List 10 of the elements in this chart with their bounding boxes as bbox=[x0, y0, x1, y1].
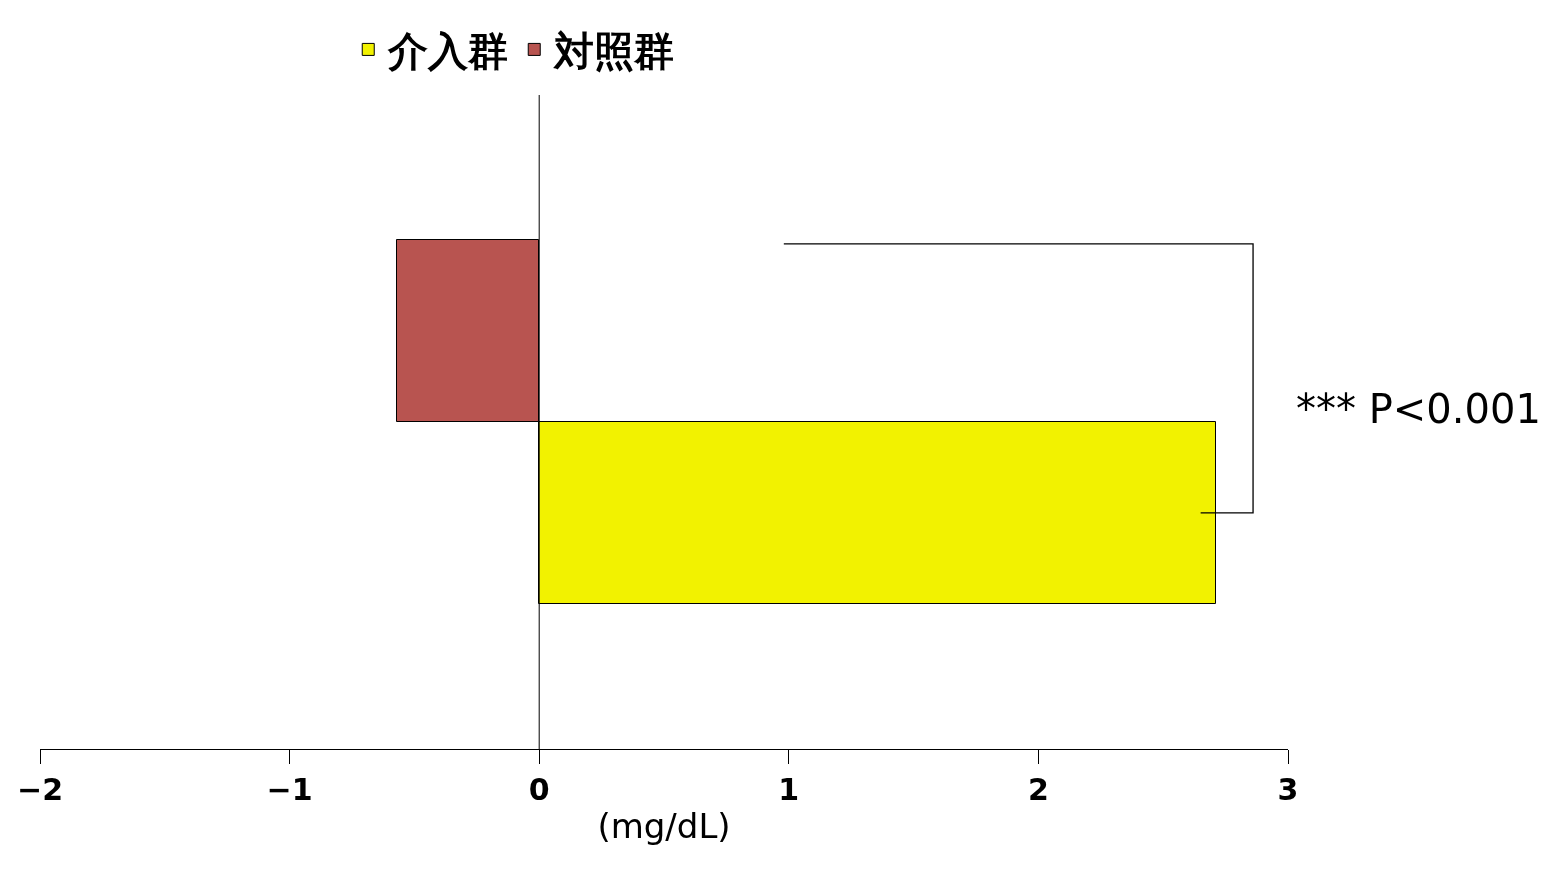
x-tick-label: 1 bbox=[778, 772, 800, 807]
x-tick-label: 3 bbox=[1277, 772, 1299, 807]
x-tick-label: 0 bbox=[528, 772, 550, 807]
legend-label: 介入群 bbox=[387, 28, 509, 75]
x-tick-label: −1 bbox=[266, 772, 313, 807]
x-tick-label: 2 bbox=[1027, 772, 1049, 807]
x-axis-title: (mg/dL) bbox=[597, 806, 731, 847]
x-tick-label: −2 bbox=[16, 772, 64, 807]
text: *** P<0.001 bbox=[1296, 386, 1541, 432]
legend-label: 対照群 bbox=[553, 28, 675, 75]
